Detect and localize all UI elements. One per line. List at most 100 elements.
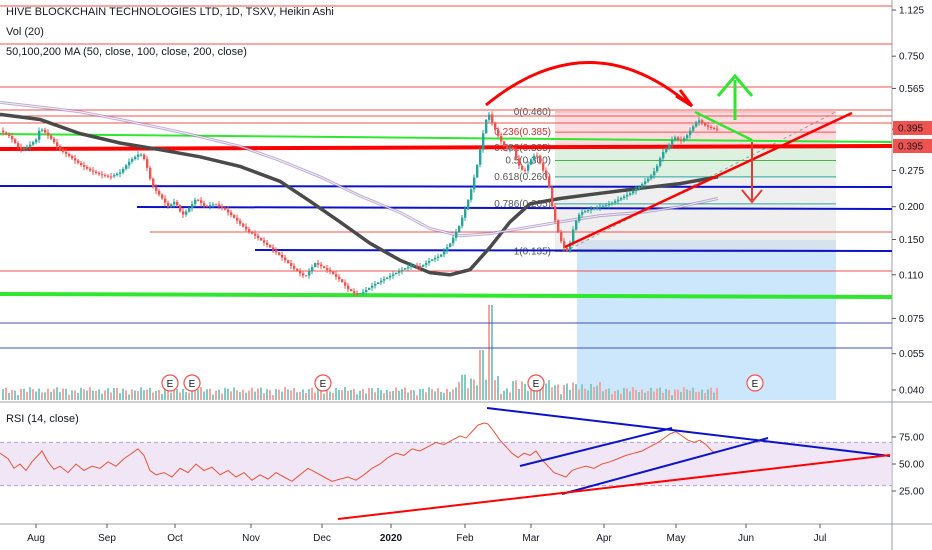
candle-body — [86, 166, 89, 169]
volume-bar — [86, 390, 88, 400]
candle-body — [206, 205, 209, 207]
candle-body — [233, 215, 236, 218]
volume-bar — [638, 391, 640, 400]
candle-body — [101, 174, 104, 176]
volume-bar — [167, 388, 169, 400]
volume-bar — [605, 389, 607, 400]
earnings-marker: E — [527, 374, 545, 392]
candle-body — [683, 138, 686, 141]
candle-body — [350, 289, 353, 292]
candle-body — [476, 164, 479, 178]
volume-bar — [566, 383, 568, 400]
trend-drawings — [485, 61, 853, 249]
price-tick-label: 1.125 — [899, 6, 924, 17]
rsi-line — [0, 422, 717, 482]
time-tick-label: Nov — [242, 533, 260, 544]
earnings-marker-label: E — [533, 379, 540, 390]
candle-body — [11, 136, 14, 140]
volume-bar — [650, 387, 652, 400]
volume-bar — [278, 389, 280, 400]
earnings-marker: E — [314, 374, 332, 392]
volume-bar — [458, 382, 460, 400]
candle-body — [236, 217, 239, 221]
volume-bars — [2, 305, 718, 400]
legend-rsi: RSI (14, close) — [6, 413, 79, 425]
volume-bar — [71, 390, 73, 400]
volume-bar — [236, 390, 238, 400]
volume-bar — [344, 387, 346, 400]
candle-body — [461, 217, 464, 226]
volume-bar — [401, 389, 403, 400]
candle-body — [227, 209, 230, 213]
candle-body — [509, 147, 512, 150]
price-tick-label: 0.110 — [899, 270, 924, 281]
volume-bar — [338, 389, 340, 400]
candle-body — [614, 201, 617, 203]
volume-bar — [500, 393, 502, 400]
candle-body — [71, 156, 74, 159]
fib-level-label: 0(0.460) — [514, 107, 551, 118]
time-tick-label: Jul — [814, 533, 827, 544]
candle-body — [503, 141, 506, 147]
volume-bar — [557, 384, 559, 400]
candle-body — [254, 233, 257, 236]
candle-body — [83, 164, 86, 167]
volume-bar — [614, 390, 616, 400]
volume-bar — [230, 391, 232, 400]
candle-body — [248, 229, 251, 232]
candle-body — [185, 211, 188, 215]
volume-bar — [428, 387, 430, 400]
candle-body — [467, 199, 470, 210]
time-axis: Aug Sep Oct Nov Dec 2020 Feb Mar Apr May Jun Jul — [27, 524, 826, 544]
volume-bar — [416, 395, 418, 400]
fib-zone-top — [555, 111, 836, 148]
rsi-blue-channel-bottom — [561, 437, 769, 495]
volume-bar — [413, 390, 415, 400]
volume-bar — [284, 387, 286, 400]
candle-body — [674, 137, 677, 140]
candle-body — [200, 200, 203, 204]
volume-bar — [149, 387, 151, 400]
candle-body — [686, 135, 689, 139]
candle-body — [23, 147, 26, 150]
volume-bar — [491, 305, 493, 400]
volume-bar — [188, 392, 190, 400]
candle-body — [338, 276, 341, 280]
candle-body — [629, 193, 632, 195]
volume-bar — [101, 393, 103, 400]
candle-body — [320, 264, 323, 267]
volume-bar — [497, 376, 499, 400]
candle-body — [107, 175, 110, 177]
rsi-blue-upper-trend — [486, 407, 891, 457]
candle-body — [644, 181, 647, 185]
volume-bar — [476, 385, 478, 400]
volume-bar — [113, 388, 115, 400]
volume-bar — [599, 381, 601, 400]
price-tick-label: 0.275 — [899, 166, 924, 177]
candle-body — [161, 194, 164, 199]
candle-body — [590, 209, 593, 211]
volume-bar — [647, 391, 649, 400]
last-price-badge: 0.395 — [893, 139, 932, 153]
candle-body — [560, 232, 563, 242]
volume-bar — [260, 387, 262, 400]
ma100-line-core — [0, 101, 719, 237]
volume-bar — [59, 392, 61, 400]
volume-bar — [356, 394, 358, 400]
volume-bar — [701, 389, 703, 400]
candle-body — [329, 269, 332, 272]
volume-bar — [80, 387, 82, 400]
volume-bar — [314, 392, 316, 400]
volume-bar — [8, 393, 10, 400]
volume-bar — [233, 387, 235, 400]
volume-bar — [185, 392, 187, 400]
candle-body — [452, 237, 455, 244]
candle-body — [326, 268, 329, 270]
earnings-marker-label: E — [752, 379, 759, 390]
volume-bar — [545, 383, 547, 400]
volume-bar — [5, 387, 7, 400]
time-tick-label: Oct — [167, 533, 183, 544]
earnings-marker-label: E — [320, 379, 327, 390]
candle-body — [662, 152, 665, 159]
